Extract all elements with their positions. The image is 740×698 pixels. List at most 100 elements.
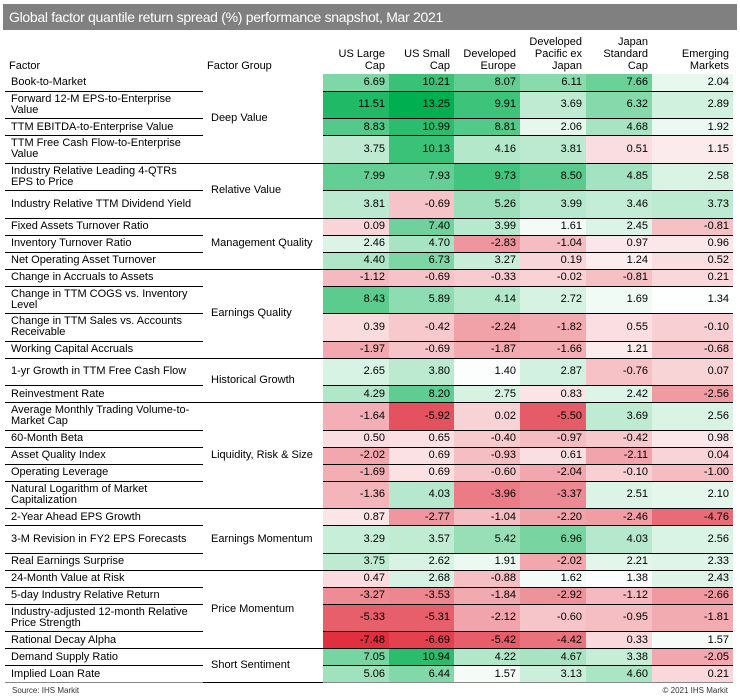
factor-label: Average Monthly Trading Volume-to-Market…	[5, 402, 203, 431]
heatmap-cell: 6.32	[586, 91, 652, 119]
factor-label: Change in TTM Sales vs. Accounts Receiva…	[5, 313, 203, 342]
heatmap-cell: -0.68	[652, 341, 733, 359]
heatmap-cell: -2.02	[323, 447, 389, 465]
factor-label: Forward 12-M EPS-to-Enterprise Value	[5, 91, 203, 119]
column-header: Developed Pacific ex Japan	[529, 36, 582, 72]
heatmap-cell: 0.97	[586, 235, 652, 253]
heatmap-cell: 0.19	[520, 252, 586, 270]
heatmap-cell: -0.10	[586, 464, 652, 482]
heatmap-cell: 4.14	[454, 286, 520, 314]
factor-label: Fixed Assets Turnover Ratio	[5, 218, 203, 236]
heatmap-cell: -0.60	[520, 604, 586, 632]
factor-label: Rational Decay Alpha	[5, 631, 203, 649]
factor-group-label: Price Momentum	[203, 570, 323, 649]
heatmap-cell: 2.21	[586, 553, 652, 571]
table-row: Change in TTM Sales vs. Accounts Receiva…	[5, 313, 733, 342]
heatmap-cell: -0.69	[389, 269, 454, 287]
table-row: Average Monthly Trading Volume-to-Market…	[5, 402, 733, 509]
heatmap-cell: 6.69	[323, 74, 389, 92]
table-row: Natural Logarithm of Market Capitalizati…	[5, 481, 733, 509]
table-row: Fixed Assets Turnover Ratio Management Qu…	[5, 218, 733, 270]
column-header: Factor Group	[207, 60, 272, 72]
heatmap-cell: -1.12	[586, 587, 652, 605]
heatmap-cell: -1.66	[520, 341, 586, 359]
heatmap-cell: 0.69	[389, 447, 454, 465]
heatmap-cell: 4.68	[586, 118, 652, 136]
heatmap-cell: -1.04	[454, 508, 520, 526]
factor-label: Working Capital Accruals	[5, 341, 203, 359]
factor-label: Inventory Turnover Ratio	[5, 235, 203, 253]
heatmap-cell: -1.81	[652, 604, 733, 632]
factor-label: Change in TTM COGS vs. Inventory Level	[5, 286, 203, 314]
source-note: Source: IHS Markit	[12, 686, 80, 695]
factor-label: 2-Year Ahead EPS Growth	[5, 508, 203, 526]
heatmap-cell: 0.02	[454, 402, 520, 431]
factor-label: Operating Leverage	[5, 464, 203, 482]
table-row: TTM EBITDA-to-Enterprise Value 8.83 10.99 8…	[5, 118, 733, 136]
factor-group-label: Deep Value	[203, 74, 323, 164]
factor-group-label: Earnings Momentum	[203, 508, 323, 571]
heatmap-cell: -4.42	[520, 631, 586, 649]
heatmap-cell: 0.65	[389, 430, 454, 448]
heatmap-cell: -2.56	[652, 385, 733, 403]
heatmap-cell: 2.87	[520, 358, 586, 386]
factor-label: Industry-adjusted 12-month Relative Pric…	[5, 604, 203, 632]
heatmap-cell: 5.89	[389, 286, 454, 314]
column-header: Japan Standard Cap	[603, 36, 648, 72]
heatmap-cell: 1.24	[586, 252, 652, 270]
heatmap-cell: -0.02	[520, 269, 586, 287]
column-header: US Large Cap	[338, 48, 385, 72]
heatmap-cell: -1.64	[323, 402, 389, 431]
heatmap-cell: 3.13	[520, 665, 586, 683]
heatmap-cell: 3.69	[520, 91, 586, 119]
chart-title: Global factor quantile return spread (%)…	[3, 4, 737, 30]
heatmap-cell: 8.07	[454, 74, 520, 92]
heatmap-cell: -5.92	[389, 402, 454, 431]
heatmap-cell: 0.96	[652, 235, 733, 253]
factor-label: Change in Accruals to Assets	[5, 269, 203, 287]
heatmap-cell: 8.20	[389, 385, 454, 403]
heatmap-cell: 8.50	[520, 163, 586, 191]
heatmap-cell: -3.27	[323, 587, 389, 605]
heatmap-cell: 3.75	[323, 135, 389, 164]
heatmap-cell: 8.43	[323, 286, 389, 314]
heatmap-cell: 6.73	[389, 252, 454, 270]
heatmap-cell: 3.99	[520, 190, 586, 219]
factor-label: Reinvestment Rate	[5, 385, 203, 403]
heatmap-cell: -0.81	[652, 218, 733, 236]
heatmap-cell: -6.69	[389, 631, 454, 649]
heatmap-cell: 1.38	[586, 570, 652, 588]
heatmap-cell: 2.10	[652, 481, 733, 509]
heatmap-cell: -0.97	[520, 430, 586, 448]
column-header: Factor	[9, 60, 41, 72]
heatmap-cell: 0.39	[323, 313, 389, 342]
heatmap-cell: 1.34	[652, 286, 733, 314]
table-row: Asset Quality Index -2.02 0.69 -0.93 0.61 -2.…	[5, 447, 733, 465]
table-row: Inventory Turnover Ratio 2.46 4.70 -2.83 -1.…	[5, 235, 733, 253]
heatmap-cell: 2.89	[652, 91, 733, 119]
heatmap-cell: 11.51	[323, 91, 389, 119]
heatmap-cell: 1.21	[586, 341, 652, 359]
heatmap-cell: 1.91	[454, 553, 520, 571]
table-row: Demand Supply Ratio Short Sentiment 7.05 10…	[5, 648, 733, 683]
heatmap-cell: -3.37	[520, 481, 586, 509]
table-row: Rational Decay Alpha -7.48 -6.69 -5.42 -4.42…	[5, 631, 733, 649]
column-header: Emerging Markets	[681, 48, 729, 72]
heatmap-cell: 0.09	[323, 218, 389, 236]
heatmap-cell: -1.84	[454, 587, 520, 605]
heatmap-cell: 0.98	[652, 430, 733, 448]
heatmap-cell: 6.96	[520, 525, 586, 554]
heatmap-cell: -2.83	[454, 235, 520, 253]
factor-group-label: Short Sentiment	[203, 648, 323, 683]
heatmap-cell: 5.06	[323, 665, 389, 683]
factor-label: Demand Supply Ratio	[5, 648, 203, 666]
heatmap-cell: 7.05	[323, 648, 389, 666]
heatmap-cell: 2.72	[520, 286, 586, 314]
heatmap-cell: 2.58	[652, 163, 733, 191]
heatmap-cell: 0.87	[323, 508, 389, 526]
heatmap-cell: 0.04	[652, 447, 733, 465]
heatmap-cell: -2.92	[520, 587, 586, 605]
factor-label: 1-yr Growth in TTM Free Cash Flow	[5, 358, 203, 386]
heatmap-cell: 3.99	[454, 218, 520, 236]
